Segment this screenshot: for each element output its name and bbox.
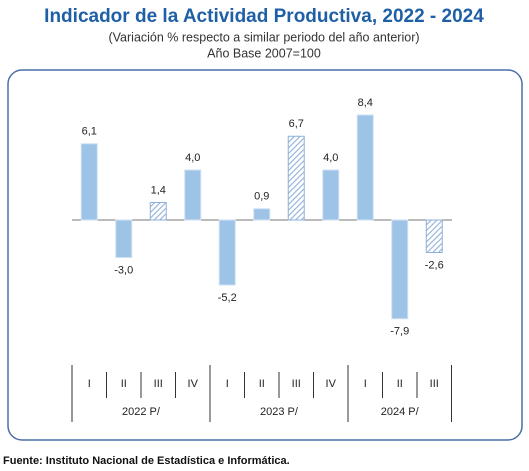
x-tick-label: II xyxy=(259,378,265,390)
source: Fuente: Instituto Nacional de Estadístic… xyxy=(3,455,290,467)
value-label: 6,7 xyxy=(289,118,304,130)
x-tick-label: I xyxy=(226,378,229,390)
bar xyxy=(356,114,374,221)
x-tick-label: III xyxy=(430,378,439,390)
value-label: -5,2 xyxy=(218,292,237,304)
chart-title: Indicador de la Actividad Productiva, 20… xyxy=(44,6,484,27)
x-tick-label: III xyxy=(292,378,301,390)
value-label: -7,9 xyxy=(390,326,409,338)
subtitle: (Variación % respecto a similar periodo … xyxy=(108,30,419,44)
value-label: 0,9 xyxy=(254,191,269,203)
frame xyxy=(7,69,523,441)
bar xyxy=(391,219,409,320)
value-label: -3,0 xyxy=(114,264,133,276)
group-label: 2023 P/ xyxy=(260,406,299,418)
x-tick-label: IV xyxy=(188,378,199,390)
bar xyxy=(80,143,98,221)
bar xyxy=(184,169,202,221)
value-label: -2,6 xyxy=(425,259,444,271)
bar xyxy=(253,208,271,221)
x-tick-label: II xyxy=(397,378,403,390)
x-tick-label: I xyxy=(88,378,91,390)
bar xyxy=(322,169,340,221)
x-tick-label: III xyxy=(154,378,163,390)
bar xyxy=(287,135,305,221)
x-tick-label: II xyxy=(121,378,127,390)
x-tick-label: I xyxy=(364,378,367,390)
value-label: 4,0 xyxy=(323,152,338,164)
x-tick-label: IV xyxy=(326,378,337,390)
bar xyxy=(149,202,167,221)
value-label: 4,0 xyxy=(185,152,200,164)
subtitle: Año Base 2007=100 xyxy=(207,46,321,60)
value-label: 6,1 xyxy=(82,126,97,138)
group-label: 2024 P/ xyxy=(381,406,420,418)
bar xyxy=(115,219,133,258)
value-label: 1,4 xyxy=(151,184,166,196)
value-label: 8,4 xyxy=(358,97,373,109)
bar xyxy=(425,219,443,253)
bar xyxy=(218,219,236,286)
group-label: 2022 P/ xyxy=(122,406,161,418)
